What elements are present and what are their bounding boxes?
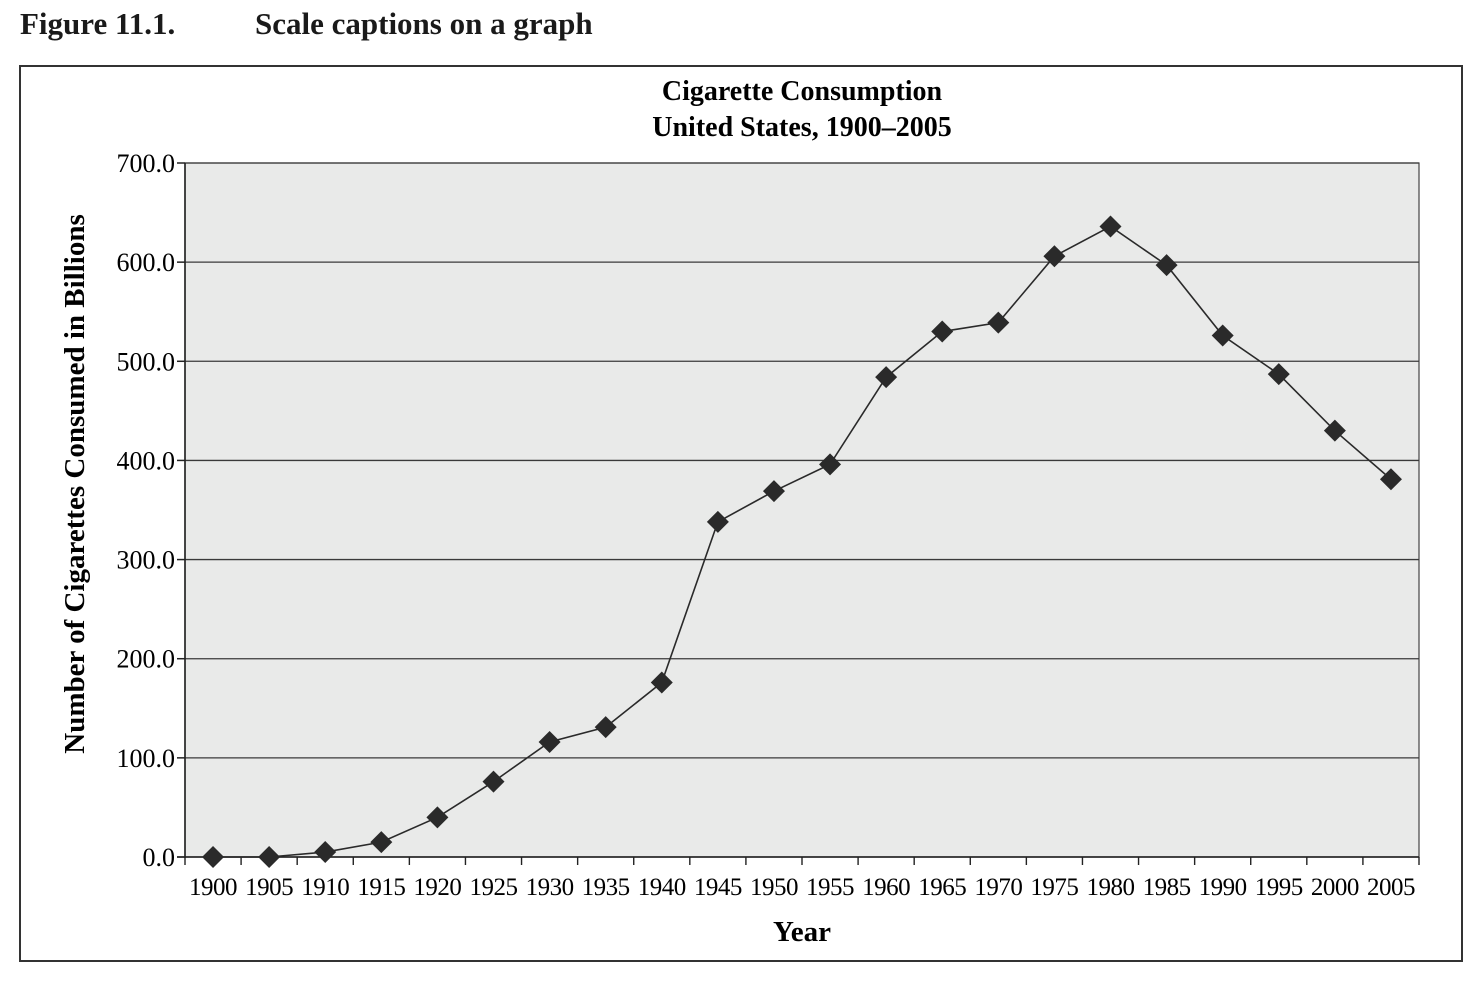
x-tick-label: 1905 xyxy=(245,874,293,901)
x-tick-label: 1970 xyxy=(974,874,1022,901)
y-axis-label: Number of Cigarettes Consumed in Billion… xyxy=(59,214,91,754)
figure-number: Figure 11.1. xyxy=(20,6,176,41)
x-tick-label: 1945 xyxy=(694,874,742,901)
y-tick-label: 200.0 xyxy=(117,645,176,674)
x-tick-label: 1980 xyxy=(1087,874,1135,901)
plot-layer: 0.0 100.0 200.0 300.0 400.0 500.0 600.0 700.0 19… xyxy=(117,149,1420,901)
y-tick-label: 100.0 xyxy=(117,744,176,773)
data-point-marker xyxy=(1211,324,1234,347)
chart-title: Cigarette Consumption xyxy=(662,76,943,107)
y-tick-label: 0.0 xyxy=(143,843,176,872)
data-point-marker xyxy=(1379,468,1402,491)
x-tick-label: 1920 xyxy=(413,874,461,901)
figure-caption: Scale captions on a graph xyxy=(255,6,593,41)
y-tick-label: 400.0 xyxy=(117,446,176,475)
x-tick-label: 1960 xyxy=(862,874,910,901)
data-point-marker xyxy=(482,770,505,793)
data-point-marker xyxy=(875,366,898,389)
data-point-marker xyxy=(314,841,337,864)
x-tick-label: 1955 xyxy=(806,874,854,901)
data-point-marker xyxy=(1155,254,1178,277)
y-tick-label: 300.0 xyxy=(117,546,176,575)
data-point-marker xyxy=(987,311,1010,334)
x-tick-label: 1985 xyxy=(1143,874,1191,901)
data-point-marker xyxy=(931,320,954,343)
chart-subtitle: United States, 1900–2005 xyxy=(652,112,951,143)
x-tick-label: 2000 xyxy=(1311,874,1359,901)
data-point-marker xyxy=(370,831,393,854)
x-axis-label: Year xyxy=(773,916,831,948)
x-tick-label: 1925 xyxy=(470,874,518,901)
series-line xyxy=(213,225,1392,858)
x-tick-label: 1965 xyxy=(918,874,966,901)
data-point-marker xyxy=(594,716,617,739)
x-tick-label: 2005 xyxy=(1367,874,1415,901)
x-tick-label: 1935 xyxy=(582,874,630,901)
data-point-marker xyxy=(706,510,729,533)
x-tick-label: 1910 xyxy=(301,874,349,901)
y-tick-label: 600.0 xyxy=(117,248,176,277)
x-tick-label: 1975 xyxy=(1030,874,1078,901)
x-tick-label: 1950 xyxy=(750,874,798,901)
data-point-marker xyxy=(538,730,561,753)
data-point-marker xyxy=(650,671,673,694)
data-point-marker xyxy=(819,453,842,476)
x-tick-label: 1990 xyxy=(1199,874,1247,901)
data-point-marker xyxy=(258,846,281,868)
data-point-marker xyxy=(1099,215,1122,238)
data-point-marker xyxy=(1267,363,1290,386)
data-point-marker xyxy=(762,480,785,503)
x-tick-label: 1930 xyxy=(526,874,574,901)
y-tick-label: 700.0 xyxy=(117,149,176,178)
chart-frame xyxy=(19,65,1463,962)
data-point-marker xyxy=(202,846,225,868)
data-point-marker xyxy=(1323,419,1346,442)
x-tick-label: 1995 xyxy=(1255,874,1303,901)
data-point-marker xyxy=(1043,245,1066,268)
x-tick-label: 1915 xyxy=(357,874,405,901)
plot-area xyxy=(184,162,1420,858)
data-point-marker xyxy=(426,806,449,829)
y-tick-label: 500.0 xyxy=(117,347,176,376)
x-tick-label: 1900 xyxy=(189,874,237,901)
x-tick-label: 1940 xyxy=(638,874,686,901)
